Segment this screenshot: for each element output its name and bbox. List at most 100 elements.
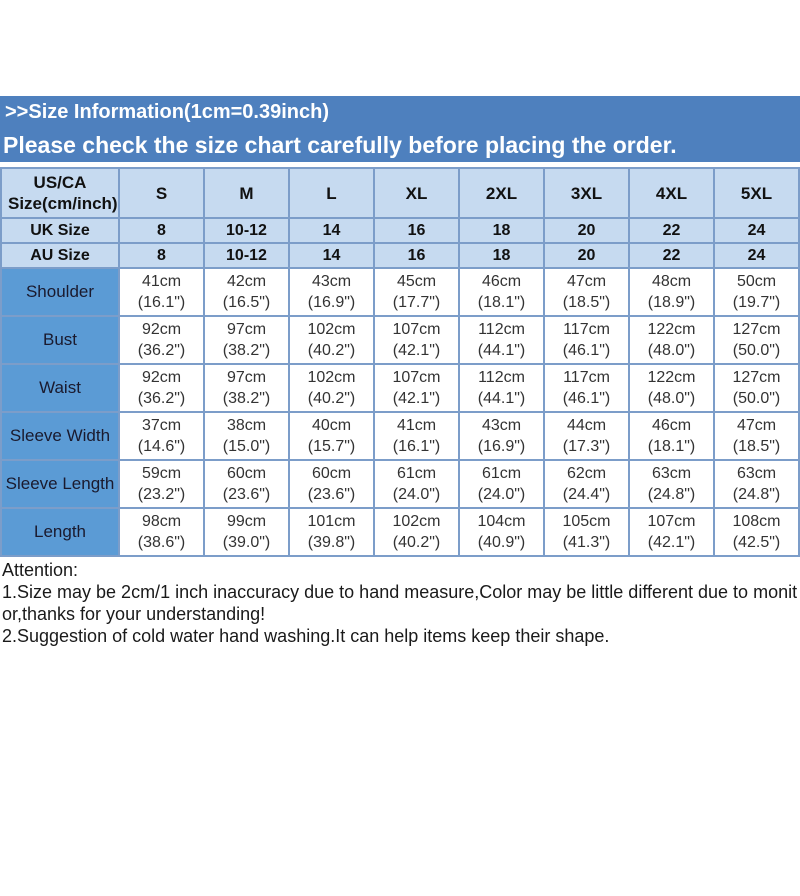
measurement-cm: 43cm [311, 273, 352, 290]
measurement-inch: (15.7") [307, 438, 356, 455]
measurement-cell: 108cm (42.5") [713, 507, 800, 557]
attention-section: Attention: 1.Size may be 2cm/1 inch inac… [0, 559, 800, 647]
measurement-cell: 47cm (18.5") [543, 267, 630, 317]
measurement-inch: (42.1") [647, 534, 696, 551]
measurement-cm: 61cm [396, 465, 437, 482]
region-size-value: 24 [713, 242, 800, 269]
measurement-cell: 102cm (40.2") [288, 315, 375, 365]
measurement-inch: (38.2") [222, 390, 271, 407]
measurement-cell: 107cm (42.1") [628, 507, 715, 557]
measurement-row: Sleeve Width 37cm (14.6") 38cm (15.0") 40cm (1… [0, 411, 800, 461]
size-chart-page: >>Size Information(1cm=0.39inch) Please … [0, 96, 800, 896]
measurement-inch: (14.6") [137, 438, 186, 455]
measurement-cm: 98cm [141, 513, 182, 530]
measurement-cell: 61cm (24.0") [373, 459, 460, 509]
measurement-inch: (42.1") [392, 342, 441, 359]
region-size-row: AU Size 8 10-12 14 16 18 20 22 24 [0, 242, 800, 269]
measurement-cell: 107cm (42.1") [373, 315, 460, 365]
measurement-cell: 44cm (17.3") [543, 411, 630, 461]
size-column-header: L [288, 167, 375, 219]
measurement-inch: (46.1") [562, 390, 611, 407]
measurement-row-label: Sleeve Length [0, 459, 120, 509]
measurement-row: Shoulder 41cm (16.1") 42cm (16.5") 43cm (16.9"… [0, 267, 800, 317]
region-size-value: 8 [118, 217, 205, 244]
measurement-cm: 122cm [647, 321, 696, 338]
measurement-inch: (23.6") [307, 486, 356, 503]
size-column-header: 4XL [628, 167, 715, 219]
measurement-inch: (24.8") [647, 486, 696, 503]
measurement-inch: (50.0") [732, 342, 781, 359]
measurement-cell: 97cm (38.2") [203, 315, 290, 365]
measurement-inch: (18.1") [477, 294, 526, 311]
measurement-row-label: Shoulder [0, 267, 120, 317]
region-size-value: 20 [543, 242, 630, 269]
measurement-cm: 117cm [563, 321, 610, 338]
measurement-cell: 122cm (48.0") [628, 363, 715, 413]
measurement-inch: (16.1") [137, 294, 186, 311]
measurement-inch: (16.9") [307, 294, 356, 311]
measurement-inch: (19.7") [732, 294, 781, 311]
size-column-header: 5XL [713, 167, 800, 219]
measurement-cell: 45cm (17.7") [373, 267, 460, 317]
measurement-row-label: Bust [0, 315, 120, 365]
size-column-header: M [203, 167, 290, 219]
measurement-row: Bust 92cm (36.2") 97cm (38.2") 102cm (40.2") 10… [0, 315, 800, 365]
attention-note-2: 2.Suggestion of cold water hand washing.… [2, 626, 610, 646]
measurement-cell: 38cm (15.0") [203, 411, 290, 461]
measurement-cm: 45cm [396, 273, 437, 290]
measurement-inch: (36.2") [137, 342, 186, 359]
measurement-cm: 63cm [651, 465, 692, 482]
region-size-value: 24 [713, 217, 800, 244]
measurement-cell: 127cm (50.0") [713, 315, 800, 365]
table-header: US/CA Size(cm/inch) S M L XL 2XL 3XL 4XL 5XL [0, 167, 800, 219]
measurement-inch: (18.5") [562, 294, 611, 311]
measurement-cell: 112cm (44.1") [458, 315, 545, 365]
region-row-label: AU Size [0, 242, 120, 269]
size-chart-table: US/CA Size(cm/inch) S M L XL 2XL 3XL 4XL 5XL UK … [0, 167, 800, 557]
measurement-cell: 101cm (39.8") [288, 507, 375, 557]
measurement-inch: (18.9") [647, 294, 696, 311]
measurement-inch: (42.1") [392, 390, 441, 407]
region-size-value: 14 [288, 217, 375, 244]
region-size-value: 8 [118, 242, 205, 269]
attention-note-1: 1.Size may be 2cm/1 inch inaccuracy due … [2, 582, 798, 624]
measurement-cell: 40cm (15.7") [288, 411, 375, 461]
measurement-inch: (16.5") [222, 294, 271, 311]
measurement-inch: (23.2") [137, 486, 186, 503]
measurement-inch: (17.7") [392, 294, 441, 311]
region-size-value: 10-12 [203, 242, 290, 269]
measurement-cm: 105cm [562, 513, 611, 530]
region-size-value: 10-12 [203, 217, 290, 244]
measurement-inch: (24.8") [732, 486, 781, 503]
measurement-inch: (40.9") [477, 534, 526, 551]
measurement-cell: 104cm (40.9") [458, 507, 545, 557]
measurement-cm: 40cm [311, 417, 352, 434]
measurement-inch: (46.1") [562, 342, 611, 359]
measurement-cm: 97cm [226, 321, 267, 338]
size-column-header: XL [373, 167, 460, 219]
measurement-cm: 50cm [736, 273, 777, 290]
measurement-cell: 60cm (23.6") [203, 459, 290, 509]
measurement-cell: 112cm (44.1") [458, 363, 545, 413]
measurement-inch: (24.4") [562, 486, 611, 503]
measurement-cell: 61cm (24.0") [458, 459, 545, 509]
measurement-inch: (39.8") [307, 534, 356, 551]
region-row-label: UK Size [0, 217, 120, 244]
measurement-cm: 47cm [736, 417, 777, 434]
measurement-cell: 37cm (14.6") [118, 411, 205, 461]
measurement-cm: 101cm [307, 513, 356, 530]
size-chart-notice: Please check the size chart carefully be… [3, 132, 677, 158]
measurement-cm: 112cm [478, 321, 525, 338]
region-size-value: 22 [628, 242, 715, 269]
measurement-row-label: Waist [0, 363, 120, 413]
measurement-cell: 41cm (16.1") [118, 267, 205, 317]
measurement-cell: 107cm (42.1") [373, 363, 460, 413]
measurement-cm: 60cm [311, 465, 352, 482]
measurement-cm: 117cm [563, 369, 610, 386]
measurement-cm: 92cm [141, 321, 182, 338]
measurement-cell: 122cm (48.0") [628, 315, 715, 365]
measurement-row: Length 98cm (38.6") 99cm (39.0") 101cm (39.8")… [0, 507, 800, 557]
measurement-inch: (42.5") [732, 534, 781, 551]
region-size-value: 16 [373, 217, 460, 244]
measurement-cell: 117cm (46.1") [543, 315, 630, 365]
